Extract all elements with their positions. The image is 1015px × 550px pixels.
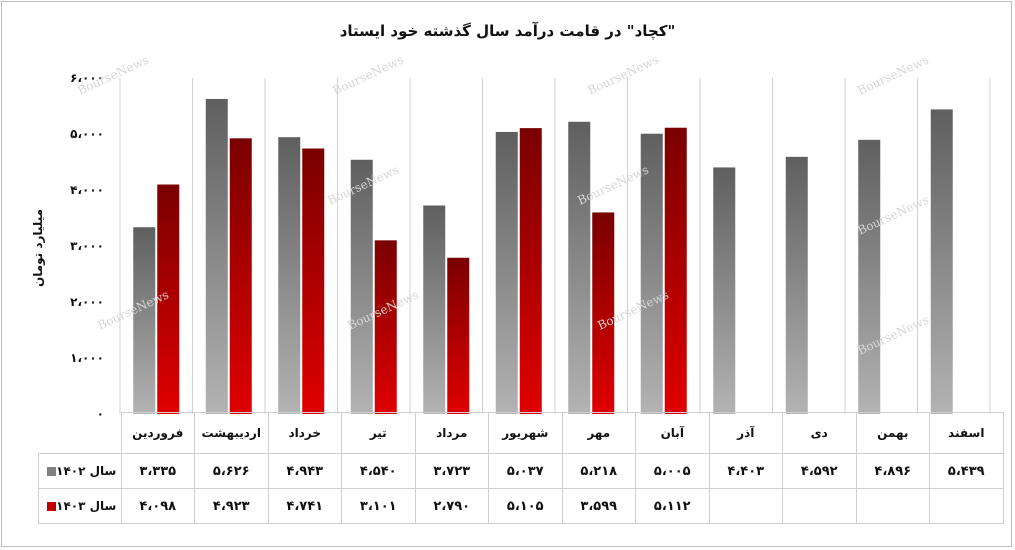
- y-tick-label: ۶،۰۰۰: [70, 71, 104, 85]
- data-value-cell: ۴،۹۲۳: [194, 488, 269, 524]
- bar-1402: [930, 109, 953, 414]
- bar-1403: [592, 212, 615, 414]
- data-value-cell: ۴،۵۹۲: [782, 453, 857, 489]
- bar-1403: [229, 138, 252, 414]
- bar-1402: [785, 156, 808, 414]
- legend-entry: سال ۱۴۰۳: [38, 488, 122, 524]
- bar-1403: [519, 128, 542, 414]
- data-value-cell: ۴،۹۴۳: [267, 453, 342, 489]
- category-label: آذر: [708, 412, 783, 454]
- data-value-cell: [782, 488, 857, 524]
- data-value-cell: ۴،۰۹۸: [120, 488, 195, 524]
- series-row-1403: سال ۱۴۰۳ ۴،۰۹۸ ۴،۹۲۳ ۴،۷۴۱ ۳،۱۰۱ ۲،۷۹۰ ۵،۱۰۵ ۳،…: [38, 488, 1004, 524]
- y-tick-label: ۴،۰۰۰: [70, 183, 104, 197]
- data-value-cell: ۵،۱۱۲: [635, 488, 710, 524]
- table-corner: [39, 413, 122, 454]
- watermark-text: BourseNews: [330, 53, 406, 98]
- bar-1402: [133, 227, 156, 414]
- category-label: آبان: [635, 412, 710, 454]
- category-label: بهمن: [855, 412, 930, 454]
- data-value-cell: ۵،۲۱۸: [561, 453, 636, 489]
- bar-1402: [205, 98, 228, 414]
- y-tick-label: ۱،۰۰۰: [70, 351, 104, 365]
- data-value-cell: ۵،۰۳۷: [488, 453, 563, 489]
- y-tick-label: ۰: [97, 407, 104, 421]
- category-label: شهریور: [488, 412, 563, 454]
- chart-title: "کچاد" در قامت درآمد سال گذشته خود ایستا…: [339, 22, 676, 40]
- data-value-cell: ۲،۷۹۰: [414, 488, 489, 524]
- y-tick-label: ۳،۰۰۰: [70, 239, 104, 253]
- bar-1403: [302, 148, 325, 414]
- bar-1403: [664, 127, 687, 414]
- bar-1402: [713, 167, 736, 414]
- data-value-cell: ۴،۷۴۱: [267, 488, 342, 524]
- series-row-1402: سال ۱۴۰۲ ۳،۳۳۵ ۵،۶۲۶ ۴،۹۴۳ ۴،۵۴۰ ۳،۷۲۳ ۵،۰۳۷ ۵،…: [38, 453, 1004, 489]
- data-value-cell: ۴،۸۹۶: [855, 453, 930, 489]
- y-tick-label: ۵،۰۰۰: [70, 127, 104, 141]
- legend-label: سال ۱۴۰۲: [56, 464, 117, 478]
- data-value-cell: [855, 488, 930, 524]
- category-label: فروردین: [120, 412, 195, 454]
- data-value-cell: [929, 488, 1004, 524]
- bar-1403: [374, 240, 397, 414]
- data-value-cell: ۳،۳۳۵: [120, 453, 195, 489]
- category-label: دی: [782, 412, 857, 454]
- data-value-cell: ۵،۶۲۶: [194, 453, 269, 489]
- category-label: تیر: [341, 412, 416, 454]
- legend-label: سال ۱۴۰۳: [56, 499, 117, 513]
- bar-1402: [278, 137, 301, 414]
- category-label: خرداد: [267, 412, 342, 454]
- legend-swatch: [47, 467, 57, 476]
- legend-swatch: [47, 502, 57, 511]
- data-value-cell: ۳،۷۲۳: [414, 453, 489, 489]
- data-table: فروردین اردیبهشت خرداد تیر مرداد شهریور مهر آبا…: [38, 412, 1004, 524]
- bar-1403: [447, 257, 470, 414]
- bar-1402: [350, 159, 373, 414]
- watermark-text: BourseNews: [585, 53, 661, 98]
- data-value-cell: ۴،۴۰۳: [708, 453, 783, 489]
- bar-1402: [568, 121, 591, 415]
- category-label: مهر: [561, 412, 636, 454]
- data-value-cell: ۵،۴۳۹: [929, 453, 1004, 489]
- bar-1403: [157, 184, 180, 414]
- watermark-text: BourseNews: [855, 53, 931, 98]
- bar-1402: [640, 133, 663, 414]
- data-value-cell: ۳،۵۹۹: [561, 488, 636, 524]
- legend-entry: سال ۱۴۰۲: [38, 453, 122, 489]
- data-value-cell: ۳،۱۰۱: [341, 488, 416, 524]
- data-value-cell: ۴،۵۴۰: [341, 453, 416, 489]
- category-row: فروردین اردیبهشت خرداد تیر مرداد شهریور مهر آبا…: [39, 412, 1004, 454]
- category-label: مرداد: [414, 412, 489, 454]
- data-value-cell: [708, 488, 783, 524]
- category-label: اسفند: [929, 412, 1004, 454]
- data-value-cell: ۵،۰۰۵: [635, 453, 710, 489]
- bar-1402: [495, 131, 518, 415]
- category-label: اردیبهشت: [194, 412, 269, 454]
- bar-1402: [423, 205, 446, 414]
- bar-1402: [858, 139, 881, 414]
- y-tick-label: ۲،۰۰۰: [70, 295, 104, 309]
- data-value-cell: ۵،۱۰۵: [488, 488, 563, 524]
